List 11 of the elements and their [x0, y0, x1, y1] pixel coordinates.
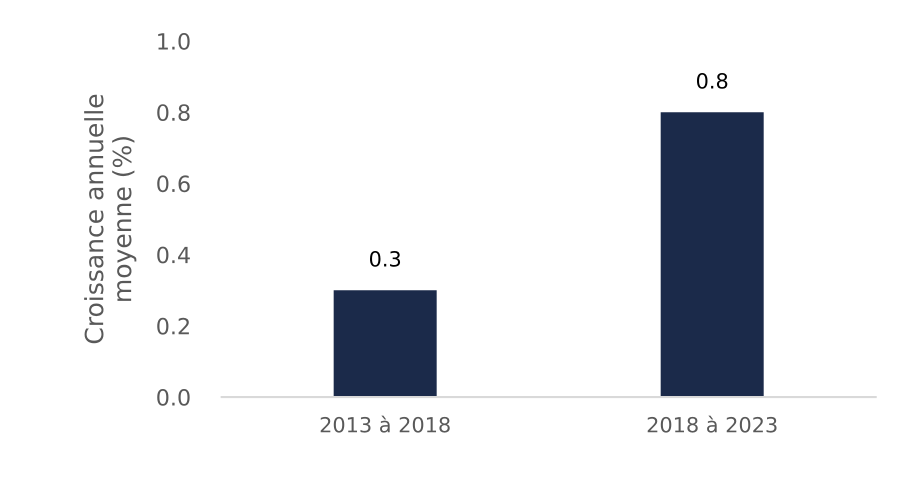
y-tick-label: 0.0: [157, 388, 190, 406]
y-tick-label: 1.0: [158, 33, 190, 50]
y-tick-label: 0.2: [157, 318, 189, 335]
x-tick-label: 2018 à 2023: [648, 416, 777, 433]
y-tick-label: 0.4: [157, 246, 190, 264]
data-label: 0.3: [370, 250, 400, 267]
y-tick-label: 0.6: [157, 175, 190, 192]
y-tick-label: 0.8: [157, 104, 190, 122]
y-axis-title: Croissance annuelle moyenne (%): [84, 94, 136, 344]
data-label: 0.8: [697, 73, 728, 89]
x-tick-label: 2013 à 2018: [320, 416, 450, 433]
